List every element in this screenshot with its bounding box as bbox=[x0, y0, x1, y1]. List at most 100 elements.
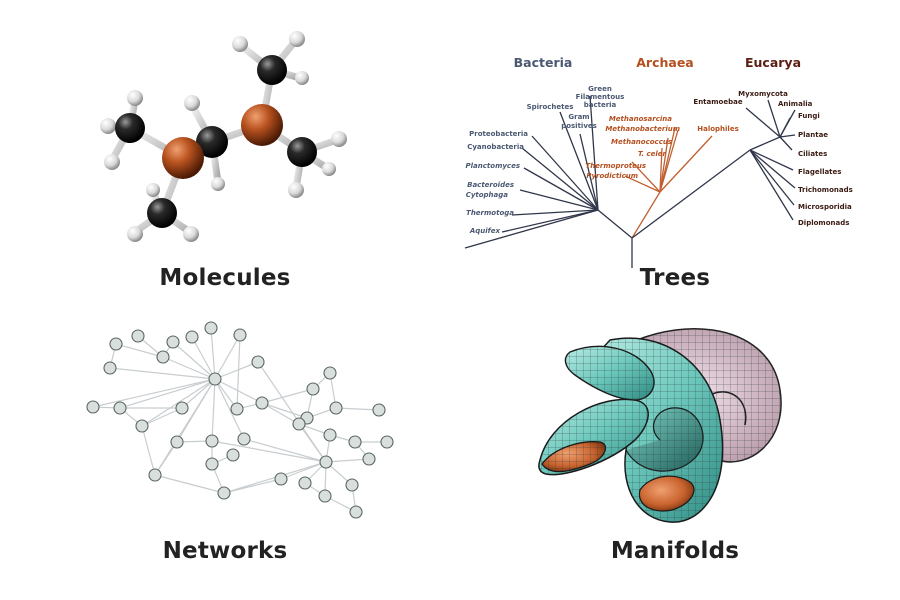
taxon-label: Cytophaga bbox=[466, 191, 509, 199]
molecule-illustration bbox=[100, 31, 347, 242]
taxon-label: positives bbox=[561, 122, 597, 130]
network-node bbox=[113, 401, 127, 415]
network-edge bbox=[261, 402, 308, 419]
network-node bbox=[166, 335, 180, 349]
tree-branches-bacteria bbox=[464, 95, 633, 268]
network-node bbox=[208, 372, 222, 386]
domain-label-bacteria: Bacteria bbox=[514, 55, 573, 70]
network-edge bbox=[214, 334, 241, 380]
network-edge bbox=[223, 478, 282, 494]
network-node bbox=[109, 337, 123, 351]
taxon-label: Trichomonads bbox=[798, 186, 853, 194]
taxon-label: Fungi bbox=[798, 112, 820, 120]
network-edge bbox=[115, 343, 164, 358]
domain-label-archaea: Archaea bbox=[636, 55, 694, 70]
network-edge bbox=[261, 388, 314, 404]
manifolds-caption: Manifolds bbox=[610, 538, 740, 564]
taxon-label: Flagellates bbox=[798, 168, 841, 176]
network-node bbox=[380, 435, 394, 449]
network-edge bbox=[243, 438, 327, 463]
network-graph bbox=[86, 321, 394, 519]
network-edge bbox=[119, 378, 216, 409]
network-node bbox=[362, 452, 376, 466]
network-node bbox=[175, 401, 189, 415]
network-edge bbox=[257, 361, 327, 463]
taxon-label: Methanococcus bbox=[611, 138, 672, 146]
trees-panel: Bacteria Archaea Eucarya Green Filamento… bbox=[450, 0, 900, 300]
network-node bbox=[226, 448, 240, 462]
taxon-label: Animalia bbox=[778, 100, 813, 108]
network-node bbox=[274, 472, 288, 486]
network-node bbox=[230, 402, 244, 416]
taxon-label: Green bbox=[588, 85, 612, 93]
network-node bbox=[86, 400, 100, 414]
network-edge bbox=[92, 378, 216, 408]
network-node bbox=[217, 486, 231, 500]
network-node bbox=[349, 505, 363, 519]
taxon-label: Planctomyces bbox=[466, 162, 520, 170]
network-edge bbox=[211, 440, 327, 463]
network-node bbox=[103, 361, 117, 375]
network-node bbox=[372, 403, 386, 417]
taxon-label: Microsporidia bbox=[798, 203, 852, 211]
network-node bbox=[233, 328, 247, 342]
network-edge bbox=[154, 474, 225, 494]
taxon-label: Cyanobacteria bbox=[467, 143, 524, 151]
network-node bbox=[323, 428, 337, 442]
trees-caption: Trees bbox=[639, 265, 711, 291]
network-node bbox=[185, 330, 199, 344]
network-node bbox=[131, 329, 145, 343]
taxon-label: Aquifex bbox=[469, 227, 501, 235]
taxon-label: Pyrodicticum bbox=[586, 172, 638, 180]
network-node bbox=[292, 417, 306, 431]
network-edge bbox=[162, 356, 216, 380]
network-node bbox=[348, 435, 362, 449]
networks-panel: Networks bbox=[0, 300, 450, 600]
network-node bbox=[205, 457, 219, 471]
network-node bbox=[251, 355, 265, 369]
network-node bbox=[156, 350, 170, 364]
taxon-label: Thermotoga bbox=[466, 209, 514, 217]
network-node bbox=[135, 419, 149, 433]
taxon-label: Ciliates bbox=[798, 150, 827, 158]
network-edge bbox=[261, 402, 300, 425]
network-node bbox=[298, 476, 312, 490]
network-edge bbox=[210, 327, 216, 380]
archaea-taxa: Methanosarcina Methanobacterium Methanoc… bbox=[585, 115, 738, 180]
taxon-label: Filamentous bbox=[576, 93, 625, 101]
tree-branches-eucarya bbox=[631, 99, 796, 239]
taxon-label: Methanosarcina bbox=[609, 115, 672, 123]
taxon-label: Diplomonads bbox=[798, 219, 849, 227]
manifolds-panel: Manifolds bbox=[450, 300, 900, 600]
network-node bbox=[237, 432, 251, 446]
network-edge bbox=[325, 458, 370, 463]
network-edges bbox=[92, 327, 387, 513]
bacteria-taxa: Green Filamentous bacteria Spirochetes G… bbox=[466, 85, 625, 235]
tree-branches-archaea bbox=[624, 127, 713, 239]
carbon-atoms bbox=[115, 55, 317, 228]
network-edge bbox=[109, 367, 216, 380]
taxon-label: Methanobacterium bbox=[605, 125, 680, 133]
network-edge bbox=[335, 407, 380, 411]
hydrogen-atoms bbox=[100, 31, 347, 242]
domain-label-eucarya: Eucarya bbox=[745, 55, 801, 70]
network-edge bbox=[214, 361, 259, 380]
taxon-label: Proteobacteria bbox=[469, 130, 528, 138]
network-node bbox=[345, 478, 359, 492]
network-node bbox=[204, 321, 218, 335]
molecules-caption: Molecules bbox=[159, 265, 291, 291]
network-edge bbox=[141, 407, 183, 427]
network-edge bbox=[141, 425, 156, 476]
taxon-label: Halophiles bbox=[697, 125, 739, 133]
taxon-label: Thermoproteus bbox=[585, 162, 646, 170]
network-node bbox=[205, 434, 219, 448]
network-edge bbox=[211, 378, 216, 442]
network-edge bbox=[236, 334, 241, 410]
taxon-label: Spirochetes bbox=[527, 103, 574, 111]
network-node bbox=[148, 468, 162, 482]
network-node bbox=[255, 396, 269, 410]
network-edge bbox=[214, 378, 245, 440]
network-node bbox=[170, 435, 184, 449]
taxon-label: Bacteroides bbox=[467, 181, 514, 189]
taxon-label: T. celer bbox=[638, 150, 667, 158]
